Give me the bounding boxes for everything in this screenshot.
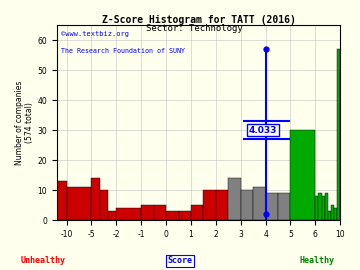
Bar: [334, 208, 337, 220]
Text: Unhealthy: Unhealthy: [21, 256, 66, 265]
Bar: [100, 190, 108, 220]
Bar: [315, 196, 319, 220]
Bar: [91, 178, 100, 220]
Bar: [328, 211, 331, 220]
Bar: [154, 205, 166, 220]
Bar: [266, 193, 278, 220]
Bar: [253, 187, 266, 220]
Y-axis label: Number of companies
(574 total): Number of companies (574 total): [15, 80, 35, 165]
Text: Healthy: Healthy: [299, 256, 334, 265]
Bar: [337, 49, 340, 220]
Bar: [67, 187, 91, 220]
Bar: [321, 196, 325, 220]
Text: The Research Foundation of SUNY: The Research Foundation of SUNY: [61, 48, 185, 55]
Bar: [331, 205, 334, 220]
Bar: [141, 205, 154, 220]
Title: Z-Score Histogram for TATT (2016): Z-Score Histogram for TATT (2016): [102, 15, 296, 25]
Text: Score: Score: [167, 256, 193, 265]
Text: ©www.textbiz.org: ©www.textbiz.org: [61, 31, 129, 37]
Bar: [325, 193, 328, 220]
Bar: [191, 205, 203, 220]
Text: Sector: Technology: Sector: Technology: [146, 24, 243, 33]
Bar: [278, 193, 291, 220]
Bar: [216, 190, 228, 220]
Bar: [228, 178, 241, 220]
Bar: [291, 130, 315, 220]
Bar: [179, 211, 191, 220]
Bar: [319, 193, 321, 220]
Bar: [166, 211, 179, 220]
Bar: [241, 190, 253, 220]
Text: 4.033: 4.033: [248, 126, 277, 134]
Bar: [108, 211, 116, 220]
Bar: [116, 208, 141, 220]
Bar: [203, 190, 216, 220]
Bar: [57, 181, 67, 220]
